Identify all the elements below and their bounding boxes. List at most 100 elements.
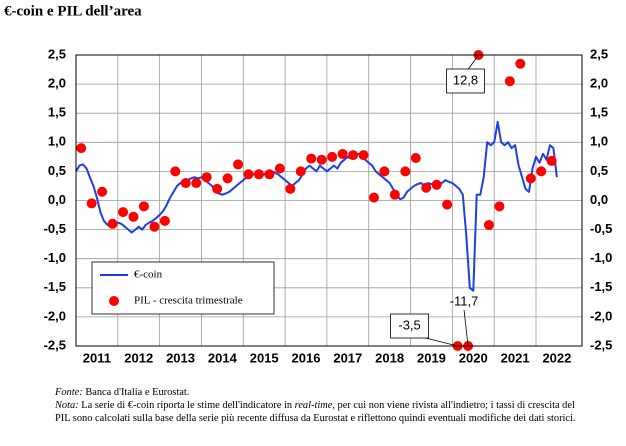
gdp-dot — [274, 163, 285, 174]
gdp-dot — [138, 201, 149, 212]
gdp-dot — [191, 178, 202, 189]
gdp-dot — [316, 154, 327, 165]
source-label: Fonte: — [55, 387, 83, 398]
gdp-dot — [421, 182, 432, 193]
gdp-dot — [149, 221, 160, 232]
y-tick-label: 2,0 — [48, 76, 66, 91]
x-tick-label: 2011 — [83, 350, 111, 365]
ecoin-line — [75, 120, 558, 292]
gdp-dot — [285, 183, 296, 194]
x-tick-label: 2021 — [501, 350, 530, 365]
plot-border — [75, 54, 583, 347]
note-italic: real-time — [294, 400, 333, 411]
gdp-dot — [306, 153, 317, 164]
note-label: Nota: — [55, 400, 79, 411]
annotation-box — [390, 313, 429, 339]
legend-label: PIL - crescita trimestrale — [134, 295, 243, 307]
y-tick-label: 2,5 — [48, 46, 66, 61]
gdp-dot — [389, 189, 400, 200]
gdp-dot — [337, 148, 348, 159]
annotation-connector — [463, 309, 469, 347]
gdp-dot — [76, 143, 87, 154]
gdp-dot — [442, 199, 453, 210]
gdp-dot — [515, 58, 526, 69]
x-tick-label: 2016 — [292, 350, 321, 365]
gdp-dot — [118, 207, 129, 218]
note: Nota: La serie di €-coin riporta le stim… — [55, 399, 580, 425]
gdp-dot — [128, 211, 139, 222]
gdp-dot — [86, 198, 97, 209]
y2-tick-label: 2,5 — [590, 46, 608, 61]
y-tick-label: -0,5 — [44, 221, 66, 236]
source: Fonte: Banca d'Italia e Eurostat. — [55, 386, 580, 399]
gdp-dot — [212, 183, 223, 194]
gdp-dot — [358, 150, 369, 161]
gdp-dot — [400, 166, 411, 177]
gdp-dot — [253, 169, 264, 180]
gdp-dot — [233, 159, 244, 170]
gdp-dot — [504, 76, 515, 87]
y-tick-label: -1,5 — [44, 279, 66, 294]
gdp-dot — [295, 166, 306, 177]
y-tick-label: -2,5 — [44, 337, 66, 352]
source-text: Banca d'Italia e Eurostat. — [85, 387, 190, 398]
x-tick-label: 2018 — [375, 350, 404, 365]
legend-box — [91, 261, 275, 315]
annotation-label: 12,8 — [453, 72, 478, 87]
x-tick-label: 2012 — [124, 350, 153, 365]
y2-tick-label: -1,5 — [590, 279, 612, 294]
x-tick-label: 2014 — [208, 350, 238, 365]
gdp-dot — [525, 173, 536, 184]
legend-dot — [109, 296, 119, 306]
gdp-dot — [159, 215, 170, 226]
x-tick-label: 2022 — [542, 350, 571, 365]
x-tick-label: 2013 — [166, 350, 195, 365]
y2-tick-label: -2,0 — [590, 308, 612, 323]
chart: €-coin e PIL dell’area -2,5 -2,0 -1,5 -1,0 -… — [4, 3, 612, 365]
gdp-dot — [368, 192, 379, 203]
gdp-dot — [348, 150, 359, 161]
gdp-dot — [494, 201, 505, 212]
x-tick-label: 2019 — [417, 350, 446, 365]
gdp-dot — [431, 179, 442, 190]
gdp-dot — [107, 218, 118, 229]
y2-tick-label: 2,0 — [590, 76, 608, 91]
gdp-dot — [379, 166, 390, 177]
gdp-dot — [201, 172, 212, 183]
y-tick-label: -1,0 — [44, 250, 66, 265]
annotation-box — [446, 68, 485, 94]
x-tick-label: 2020 — [459, 350, 488, 365]
gdp-dot — [243, 169, 254, 180]
gdp-dot — [180, 178, 191, 189]
note-text: La serie di €-coin riporta le stime dell… — [81, 400, 293, 411]
x-tick-label: 2015 — [250, 350, 279, 365]
y-tick-label: -2,0 — [44, 308, 66, 323]
y2-tick-label: -0,5 — [590, 221, 612, 236]
annotation-label: -3,5 — [398, 317, 420, 332]
y-tick-label: 0,5 — [48, 163, 66, 178]
y-tick-label: 1,5 — [48, 105, 66, 120]
y2-tick-label: 1,5 — [590, 105, 608, 120]
legend-label: €-coin — [134, 269, 163, 281]
gdp-dot — [170, 166, 181, 177]
y2-tick-label: 0,5 — [590, 163, 608, 178]
y-tick-label: 1,0 — [48, 134, 66, 149]
gdp-dot — [264, 169, 275, 180]
notes: Fonte: Banca d'Italia e Eurostat. Nota: … — [55, 386, 580, 425]
gdp-dot — [483, 219, 494, 230]
y2-tick-label: -1,0 — [590, 250, 612, 265]
gdp-dot — [410, 153, 421, 164]
chart-title: €-coin e PIL dell’area — [4, 3, 142, 19]
gdp-dot — [97, 186, 108, 197]
note-text: , per cui non viene rivista all'indietro… — [55, 400, 576, 424]
annotation-label: -11,7 — [450, 293, 479, 308]
y2-tick-label: 0,0 — [590, 192, 608, 207]
y-tick-label: 0,0 — [48, 192, 66, 207]
gdp-dot — [546, 155, 557, 166]
y2-tick-label: -2,5 — [590, 337, 612, 352]
gdp-dot — [222, 173, 233, 184]
y2-tick-label: 1,0 — [590, 134, 608, 149]
x-tick-label: 2017 — [333, 350, 362, 365]
gdp-dot — [327, 151, 338, 162]
